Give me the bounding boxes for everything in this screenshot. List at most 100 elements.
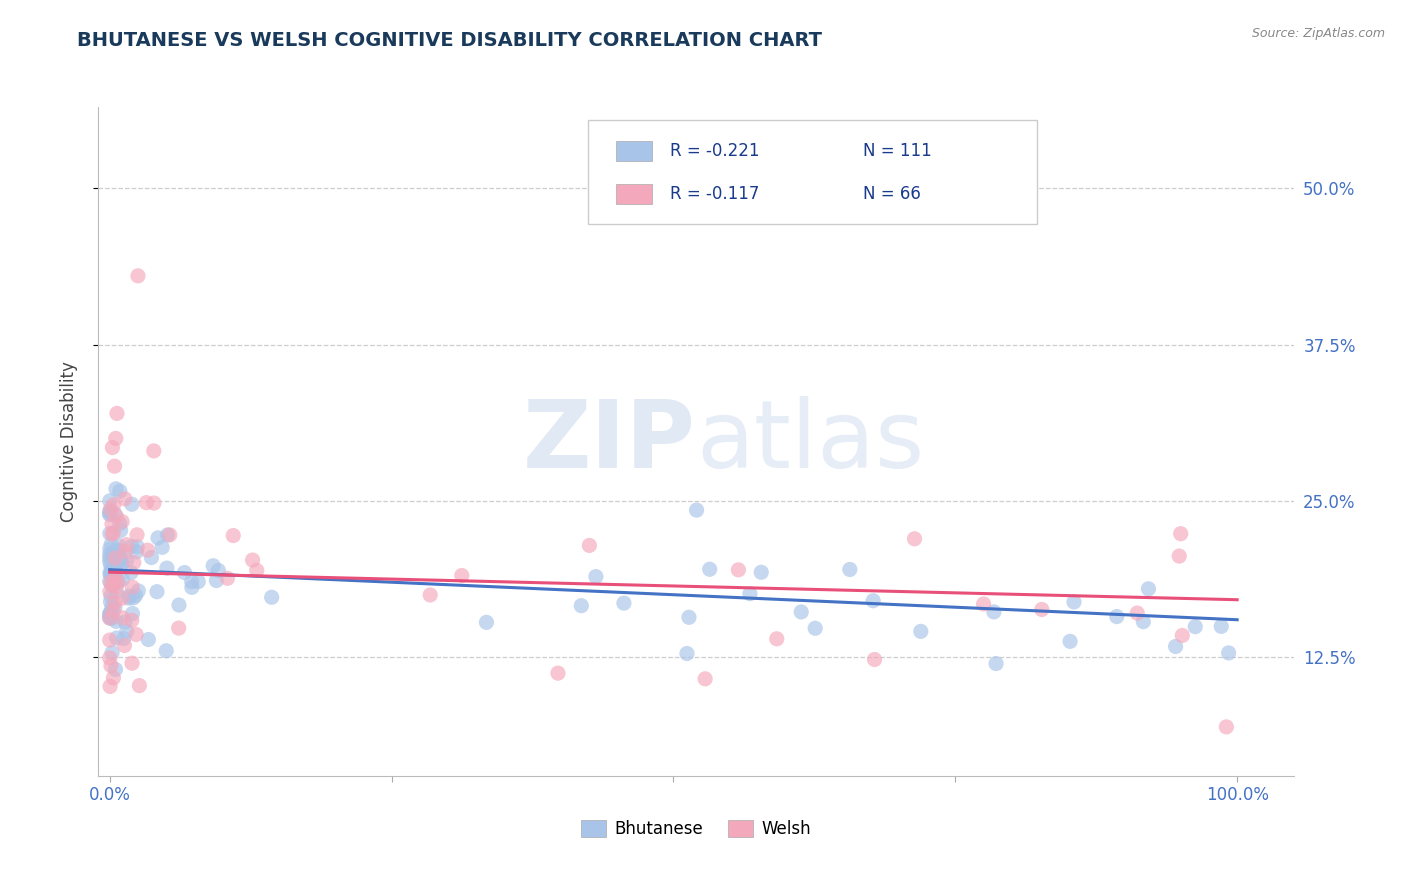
Point (108, 543, 131, 558)
Point (115, 538, 138, 552)
Point (804, 621, 827, 635)
Point (863, 652, 886, 666)
Point (112, 632, 135, 646)
Point (167, 621, 190, 635)
Point (100, 575, 122, 590)
Point (100, 502, 122, 516)
Point (1105, 609, 1128, 624)
Point (100, 658, 122, 673)
Point (125, 528, 148, 542)
Point (1059, 634, 1081, 648)
Point (104, 482, 127, 496)
Point (98, 526, 121, 541)
Point (101, 527, 124, 541)
Point (107, 545, 129, 559)
Point (1215, 720, 1237, 734)
Point (187, 574, 209, 589)
Point (103, 577, 125, 591)
Point (1184, 620, 1206, 634)
Point (678, 610, 700, 624)
Point (101, 600, 124, 615)
Point (121, 497, 143, 511)
Point (108, 549, 131, 564)
Point (749, 566, 772, 580)
Point (122, 591, 145, 605)
Point (98, 584, 121, 599)
Point (98, 609, 121, 624)
Point (547, 666, 569, 681)
Point (135, 496, 157, 510)
Point (103, 459, 125, 474)
Point (111, 572, 134, 586)
Point (1170, 526, 1192, 541)
Point (156, 561, 179, 575)
Point (98, 494, 121, 508)
Text: N = 111: N = 111 (863, 142, 932, 160)
Point (1211, 619, 1233, 633)
Y-axis label: Cognitive Disability: Cognitive Disability (59, 361, 77, 522)
Point (105, 631, 128, 645)
Point (103, 498, 125, 512)
Point (104, 662, 127, 676)
Point (246, 563, 269, 577)
Point (105, 579, 128, 593)
Point (104, 551, 127, 566)
Point (100, 558, 122, 572)
Point (790, 605, 813, 619)
Point (98, 633, 121, 648)
Point (100, 611, 122, 625)
Point (107, 539, 129, 553)
Text: ZIP: ZIP (523, 395, 696, 488)
Point (613, 596, 636, 610)
Point (105, 509, 128, 524)
Point (120, 566, 142, 580)
Point (695, 672, 717, 686)
Point (141, 550, 163, 565)
Text: Source: ZipAtlas.com: Source: ZipAtlas.com (1251, 27, 1385, 40)
Point (903, 532, 925, 546)
Point (100, 606, 122, 620)
Point (569, 599, 592, 613)
Point (107, 574, 129, 589)
Point (984, 657, 1007, 671)
Point (100, 566, 122, 580)
Point (118, 591, 141, 606)
Point (98, 508, 121, 522)
Point (103, 604, 125, 618)
Point (585, 569, 607, 583)
Point (98, 607, 121, 621)
Point (103, 525, 125, 540)
Point (98, 611, 121, 625)
Point (138, 632, 160, 647)
Point (111, 557, 134, 571)
Point (1171, 628, 1194, 642)
Point (110, 554, 132, 568)
Point (104, 571, 127, 585)
Point (98, 611, 121, 625)
Point (108, 516, 131, 531)
Point (101, 578, 124, 592)
Point (104, 600, 127, 615)
Point (242, 553, 264, 567)
Point (1218, 646, 1240, 660)
Point (111, 515, 134, 529)
Point (98, 507, 121, 521)
Point (98, 554, 121, 568)
Point (676, 647, 699, 661)
Point (146, 531, 169, 545)
Point (180, 580, 202, 594)
Point (98, 566, 121, 580)
Point (983, 605, 1005, 619)
Point (1164, 640, 1187, 654)
Point (121, 656, 143, 670)
Point (450, 568, 472, 582)
Point (685, 503, 707, 517)
Point (1137, 582, 1160, 596)
Point (101, 579, 124, 593)
Point (120, 540, 142, 554)
FancyBboxPatch shape (616, 141, 652, 161)
Point (105, 585, 128, 599)
Point (101, 646, 124, 660)
Point (122, 556, 145, 570)
Point (118, 589, 141, 603)
